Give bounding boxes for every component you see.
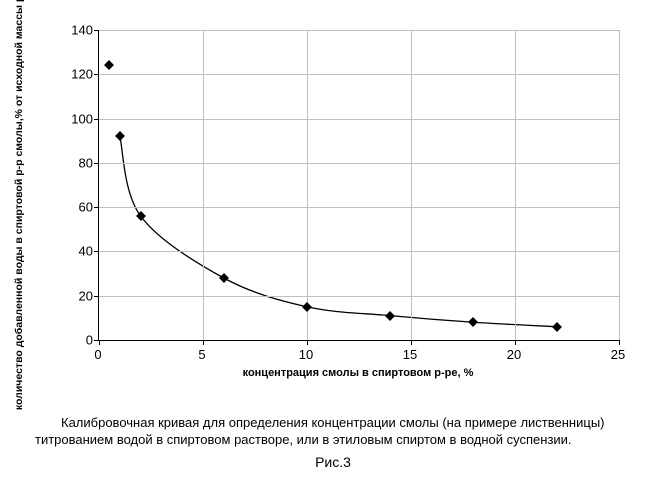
xtick: [619, 340, 620, 345]
y-axis-label: количество добавленной воды в спиртовой …: [13, 0, 25, 410]
plot-area: [98, 30, 619, 341]
gridline-h: [99, 251, 619, 252]
ytick-label: 20: [53, 288, 93, 303]
ytick-label: 40: [53, 244, 93, 259]
gridline-v: [411, 30, 412, 340]
xtick-label: 10: [291, 347, 321, 362]
gridline-h: [99, 296, 619, 297]
figure-caption: Калибровочная кривая для определения кон…: [35, 415, 631, 449]
gridline-h: [99, 119, 619, 120]
xtick: [203, 340, 204, 345]
ytick: [94, 74, 99, 75]
gridline-v: [619, 30, 620, 340]
figure-label: Рис.3: [15, 454, 651, 470]
ytick-label: 140: [53, 23, 93, 38]
ytick-label: 100: [53, 111, 93, 126]
gridline-h: [99, 207, 619, 208]
ytick: [94, 30, 99, 31]
ytick: [94, 207, 99, 208]
xtick-label: 5: [187, 347, 217, 362]
ytick-label: 80: [53, 155, 93, 170]
ytick: [94, 163, 99, 164]
curve-svg: [99, 30, 619, 340]
ytick: [94, 296, 99, 297]
ytick-label: 60: [53, 200, 93, 215]
xtick: [99, 340, 100, 345]
ytick-label: 120: [53, 67, 93, 82]
xtick: [411, 340, 412, 345]
xtick-label: 15: [395, 347, 425, 362]
chart-container: количество добавленной воды в спиртовой …: [23, 15, 643, 405]
xtick-label: 20: [499, 347, 529, 362]
ytick: [94, 119, 99, 120]
xtick: [515, 340, 516, 345]
gridline-h: [99, 30, 619, 31]
gridline-h: [99, 74, 619, 75]
xtick: [307, 340, 308, 345]
gridline-h: [99, 163, 619, 164]
ytick-label: 0: [53, 333, 93, 348]
gridline-v: [515, 30, 516, 340]
gridline-v: [203, 30, 204, 340]
ytick: [94, 251, 99, 252]
xtick-label: 25: [603, 347, 633, 362]
x-axis-label: концентрация смолы в спиртовом р-ре, %: [98, 367, 618, 379]
gridline-v: [307, 30, 308, 340]
xtick-label: 0: [83, 347, 113, 362]
